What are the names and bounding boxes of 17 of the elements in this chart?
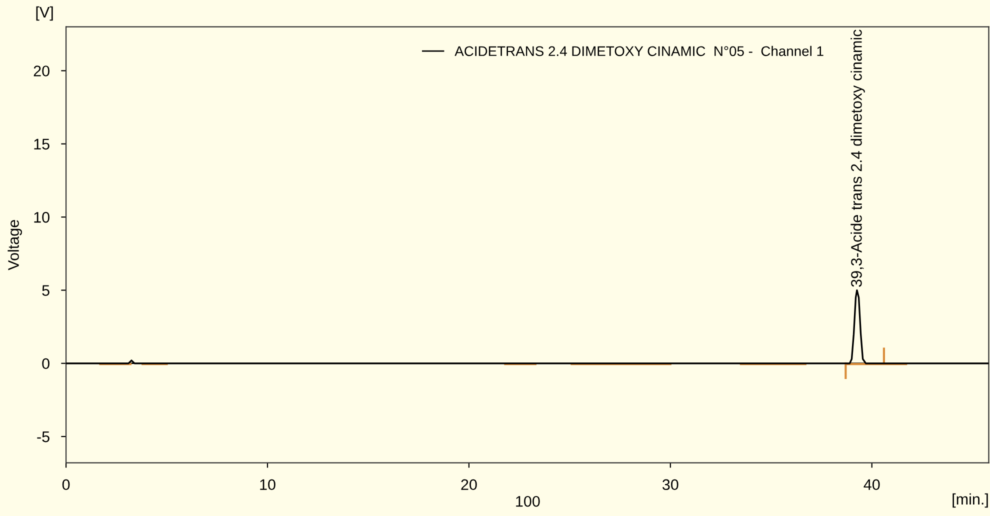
y-tick-label: 10 [34,212,50,223]
text: 100 [516,496,540,507]
y-tick-label: 5 [42,285,50,296]
x-tick-label: 0 [62,479,70,490]
legend-label: ACIDETRANS 2.4 DIMETOXY CINAMIC N°05 - Channel 1 [454,46,824,56]
y-tick-label: -5 [37,432,50,442]
annotation: 39,3-Acide trans 2.4 dimetoxy cinamic [850,30,865,287]
x-tick-label: 30 [662,479,678,490]
x-tick-label: 40 [864,479,880,490]
y-tick-label: 15 [34,138,50,150]
text: [V] [36,6,53,21]
y-tick-label: 0 [42,358,50,370]
x-tick-label: 20 [461,479,477,490]
y-tick-label: 20 [34,66,50,76]
x-axis-title: [min.] [952,493,988,508]
x-tick-label: 10 [260,479,276,490]
y-axis-title: Voltage [8,220,22,270]
